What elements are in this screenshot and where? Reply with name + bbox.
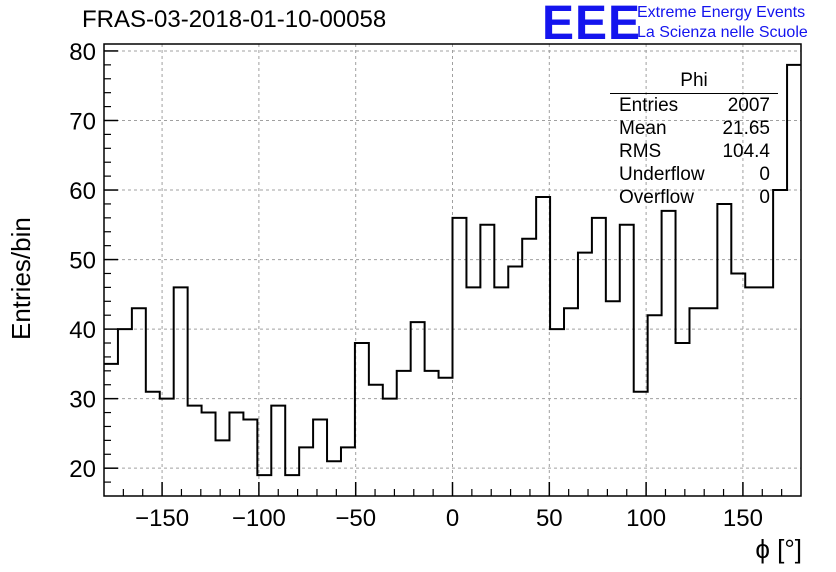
x-tick-label: −100: [232, 505, 286, 532]
stats-row-entries: Entries 2007: [610, 94, 778, 117]
stats-value: 21.65: [722, 118, 770, 139]
x-tick-label: 0: [446, 505, 459, 532]
histogram-outline: [104, 63, 801, 477]
x-tick-label: −150: [135, 505, 189, 532]
y-tick-label: 40: [69, 317, 96, 344]
y-tick-label: 50: [69, 248, 96, 275]
chart-title: FRAS-03-2018-01-10-00058: [82, 6, 387, 33]
y-tick-label: 20: [69, 456, 96, 483]
x-tick-label: 50: [536, 505, 563, 532]
y-tick-label: 80: [69, 39, 96, 66]
y-tick-label: 70: [69, 108, 96, 135]
stats-label: Mean: [619, 118, 667, 139]
logo-line-1: Extreme Energy Events: [637, 4, 806, 21]
stats-value: 2007: [727, 95, 770, 116]
stats-value: 0: [759, 187, 770, 208]
stats-row-rms: RMS 104.4: [610, 140, 778, 163]
logo-line-2: La Scienza nelle Scuole: [637, 24, 808, 41]
stats-row-mean: Mean 21.65: [610, 117, 778, 140]
stats-value: 0: [759, 164, 770, 185]
x-tick-label: 150: [723, 505, 763, 532]
stats-title: Phi: [610, 70, 778, 94]
stats-value: 104.4: [722, 141, 770, 162]
y-tick-label: 60: [69, 178, 96, 205]
stats-label: RMS: [619, 141, 662, 162]
stats-label: Entries: [619, 95, 679, 116]
y-tick-label: 30: [69, 387, 96, 414]
tick-labels: −150 −100 −50 0 50 100 150 20 30 40 50 60 70 80: [69, 39, 763, 532]
stats-box: Phi Entries 2007 Mean 21.65 RMS 104.4 Un…: [610, 70, 778, 209]
eee-logo: EEE: [542, 0, 642, 50]
x-tick-label: 100: [626, 505, 666, 532]
stats-label: Overflow: [619, 187, 694, 208]
stats-label: Underflow: [619, 164, 705, 185]
x-axis-label: ϕ [°]: [755, 534, 802, 564]
x-tick-label: −50: [335, 505, 376, 532]
stats-row-overflow: Overflow 0: [610, 186, 778, 209]
axis-ticks: [104, 50, 783, 496]
stats-row-underflow: Underflow 0: [610, 163, 778, 186]
